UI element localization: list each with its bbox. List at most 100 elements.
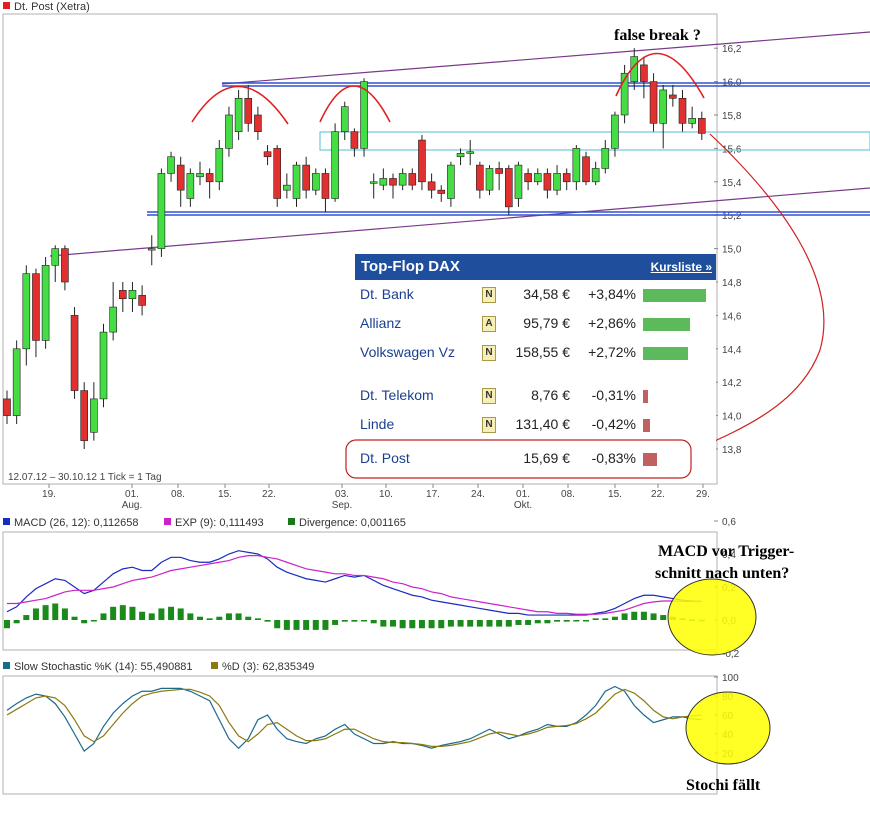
price-y-tick-label: 14,8 xyxy=(722,278,742,289)
divergence-bar xyxy=(177,608,184,620)
macd-legend-divergence: Divergence: 0,001165 xyxy=(299,517,406,529)
topflop-row[interactable]: Dt. Post 15,69 € -0,83% xyxy=(355,444,716,473)
candle-body xyxy=(456,153,465,158)
divergence-bar xyxy=(4,620,10,629)
divergence-bar xyxy=(380,620,387,627)
macd-highlight-circle xyxy=(667,578,757,656)
candle-body xyxy=(582,156,590,183)
price-y-tick-label: 14,4 xyxy=(722,345,742,356)
macd-panel-frame xyxy=(2,531,718,651)
topflop-row[interactable]: Dt. Telekom N 8,76 € -0,31% xyxy=(355,381,716,410)
candle-body xyxy=(3,398,11,416)
stoch-legend-d: %D (3): 62,835349 xyxy=(222,661,314,673)
change-bar xyxy=(643,453,657,466)
stock-name[interactable]: Volkswagen Vz xyxy=(360,344,455,360)
candle-body xyxy=(244,98,253,124)
candle-body xyxy=(553,173,561,191)
divergence-bar xyxy=(505,620,512,627)
topflop-row[interactable]: Volkswagen Vz N 158,55 € +2,72% xyxy=(355,338,716,367)
candle-body xyxy=(466,151,475,154)
divergence-bar xyxy=(332,620,339,625)
candle-body xyxy=(447,164,455,199)
price-legend-swatch xyxy=(3,2,10,9)
index-badge: N xyxy=(482,287,496,303)
x-tick-label: 03. xyxy=(335,489,349,500)
candle-body xyxy=(186,173,195,199)
divergence-bar xyxy=(496,620,503,627)
candle-body xyxy=(427,181,436,191)
stock-price: 34,58 € xyxy=(523,286,570,302)
topflop-row[interactable]: Allianz A 95,79 € +2,86% xyxy=(355,309,716,338)
kursliste-link[interactable]: Kursliste » xyxy=(650,260,712,274)
candle-body xyxy=(485,168,494,191)
head-shoulder-arcs xyxy=(191,52,825,453)
macd-y-tick-label: -0,2 xyxy=(722,649,740,660)
divergence-bar xyxy=(341,620,348,622)
arrow-curve xyxy=(689,133,825,453)
stock-price: 8,76 € xyxy=(531,387,570,403)
candle-body xyxy=(51,248,60,266)
divergence-bar xyxy=(283,620,290,630)
candle-body xyxy=(562,173,571,183)
stock-change: +2,72% xyxy=(588,344,636,360)
candle-body xyxy=(273,148,282,199)
divergence-bar xyxy=(409,620,416,629)
candle-body xyxy=(611,114,619,149)
price-y-tick-label: 15,8 xyxy=(722,111,742,122)
candle-body xyxy=(697,118,706,134)
stock-name[interactable]: Allianz xyxy=(360,315,402,331)
candle-body xyxy=(61,248,69,283)
stoch-d-line xyxy=(6,688,702,747)
divergence-bar xyxy=(206,618,213,620)
index-badge: A xyxy=(482,316,496,332)
lower-trend-line xyxy=(49,187,870,257)
divergence-bar xyxy=(303,620,310,630)
exp-line xyxy=(7,555,702,615)
range-box xyxy=(319,131,870,151)
candle-body xyxy=(408,173,417,186)
change-bar xyxy=(643,318,691,331)
stock-price: 15,69 € xyxy=(523,450,570,466)
candle-body xyxy=(620,72,629,116)
divergence-bar xyxy=(13,620,20,624)
candle-body xyxy=(504,168,513,208)
macd-annotation-line-1: MACD vor Trigger- xyxy=(658,543,794,560)
x-tick-label: 29. xyxy=(696,489,710,500)
topflop-row[interactable]: Linde N 131,40 € -0,42% xyxy=(355,410,716,439)
divergence-bar xyxy=(274,620,281,629)
candle-body xyxy=(340,106,349,133)
stock-name[interactable]: Dt. Bank xyxy=(360,286,414,302)
change-bar xyxy=(643,419,650,432)
stock-name[interactable]: Linde xyxy=(360,416,395,432)
candle-body xyxy=(167,156,175,174)
stoch-y-tick-label: 100 xyxy=(722,673,739,684)
price-y-tick-label: 14,2 xyxy=(722,378,742,389)
candle-body xyxy=(32,273,40,341)
candle-body xyxy=(688,118,696,124)
divergence-bar xyxy=(32,608,39,620)
divergence-bar xyxy=(573,620,580,622)
candle-body xyxy=(263,151,272,158)
divergence-bar xyxy=(187,613,194,620)
divergence-bar xyxy=(110,606,117,620)
candle-body xyxy=(524,173,532,183)
price-y-tick-label: 16,2 xyxy=(722,44,742,55)
candle-body xyxy=(514,164,523,199)
divergence-bar xyxy=(640,611,647,620)
stock-name[interactable]: Dt. Telekom xyxy=(360,387,434,403)
price-y-tick-label: 15,0 xyxy=(722,245,742,256)
stoch-panel-frame xyxy=(2,675,718,795)
topflop-row[interactable]: Dt. Bank N 34,58 € +3,84% xyxy=(355,280,716,309)
x-axis: 19. 01.Aug.08. 15. 22. 03.Sep.10. 17. 24. 01.Ok… xyxy=(42,484,710,511)
x-tick-label: 22. xyxy=(262,489,276,500)
stock-change: -0,42% xyxy=(591,416,636,432)
candle-body xyxy=(283,184,291,191)
macd-legend-div-swatch xyxy=(288,518,295,525)
candle-body xyxy=(70,315,79,391)
stoch-highlight-circle xyxy=(685,691,771,765)
index-badge: N xyxy=(482,345,496,361)
candle-body xyxy=(533,173,542,183)
stock-name[interactable]: Dt. Post xyxy=(360,450,410,466)
macd-legend-exp: EXP (9): 0,111493 xyxy=(175,517,264,529)
upper-trend-line xyxy=(221,31,870,85)
